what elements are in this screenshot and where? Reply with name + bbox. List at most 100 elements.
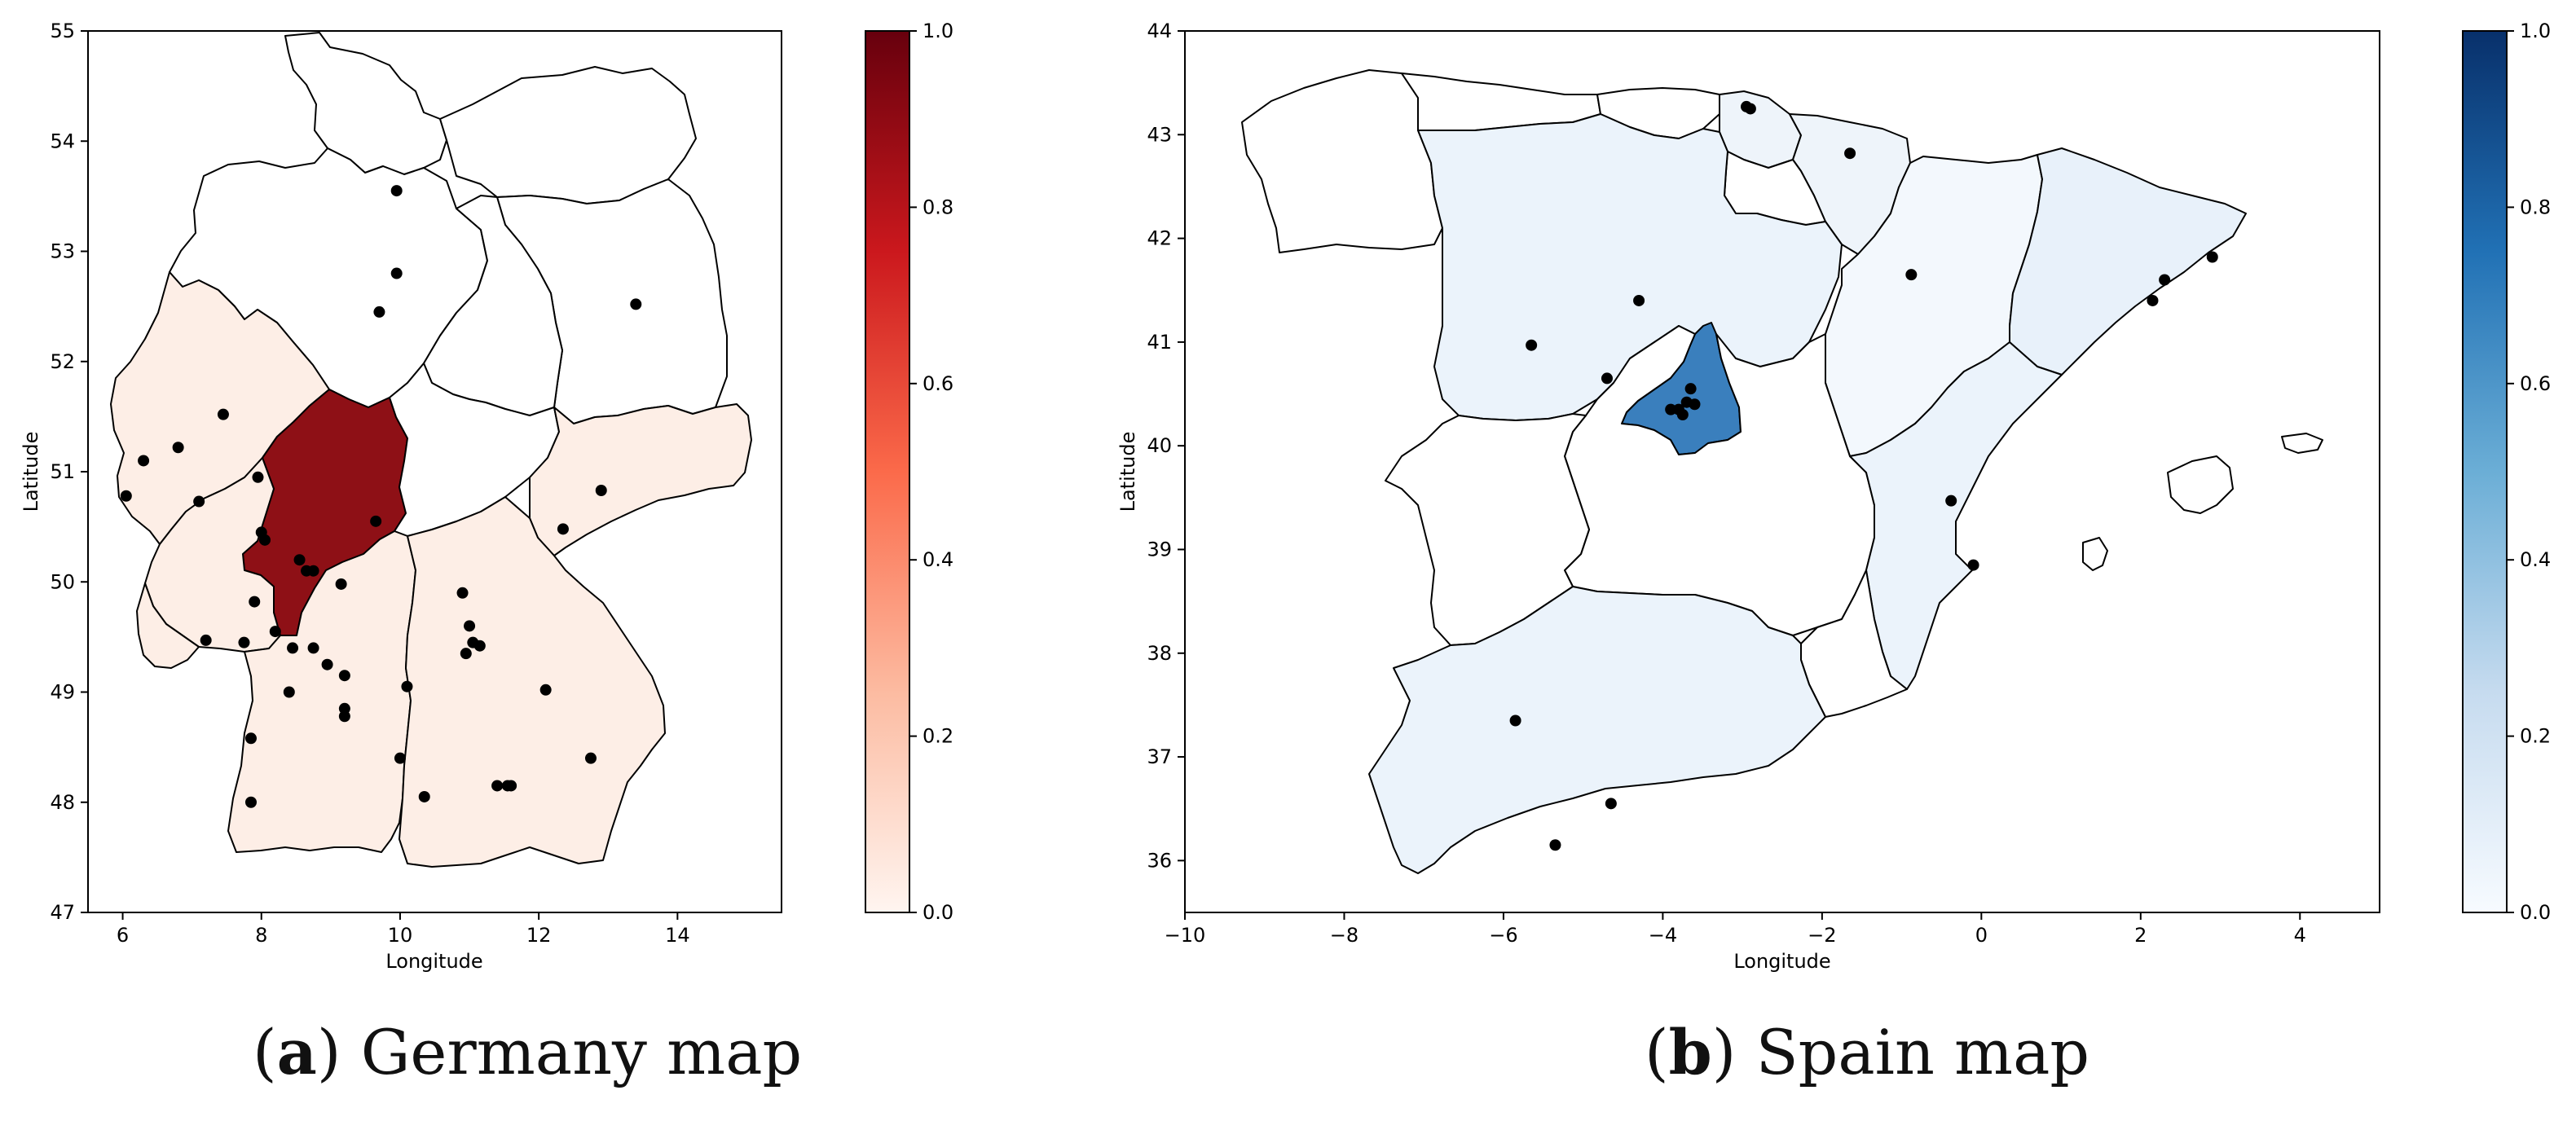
spain-x-tick-label: −2 bbox=[1808, 924, 1836, 947]
germany-data-point bbox=[244, 796, 257, 808]
germany-data-point bbox=[335, 578, 347, 590]
spain-y-tick-label: 43 bbox=[1147, 123, 1172, 146]
spain-data-point bbox=[1509, 714, 1521, 727]
germany-points bbox=[120, 185, 642, 808]
germany-caption-text: Germany map bbox=[361, 1016, 802, 1088]
germany-colorbar-ticks: 0.0 0.2 0.4 0.6 0.8 1.0 bbox=[909, 20, 953, 924]
germany-colorbar-tick-label: 0.2 bbox=[923, 725, 953, 748]
germany-y-tick-label: 53 bbox=[50, 240, 75, 263]
germany-data-point bbox=[269, 626, 281, 638]
spain-data-point bbox=[1601, 372, 1613, 385]
germany-data-point bbox=[172, 442, 184, 454]
spain-data-point bbox=[2159, 274, 2171, 286]
germany-x-tick-label: 8 bbox=[255, 924, 267, 947]
germany-data-point bbox=[557, 523, 569, 535]
germany-data-point bbox=[287, 642, 299, 654]
region-mallorca bbox=[2167, 455, 2234, 514]
germany-data-point bbox=[401, 680, 413, 692]
spain-colorbar-tick-label: 0.6 bbox=[2520, 372, 2551, 395]
spain-data-point bbox=[1689, 398, 1701, 411]
germany-caption: (a) Germany map bbox=[253, 1016, 802, 1088]
germany-data-point bbox=[373, 306, 385, 318]
germany-x-tick-label: 6 bbox=[117, 924, 129, 947]
spain-data-point bbox=[1844, 147, 1856, 160]
germany-x-tick-label: 12 bbox=[526, 924, 552, 947]
spain-y-tick-label: 44 bbox=[1147, 20, 1172, 42]
germany-data-point bbox=[370, 515, 382, 527]
germany-data-point bbox=[630, 298, 642, 310]
germany-y-ticks: 47 48 49 50 51 52 53 54 55 bbox=[50, 20, 88, 924]
spain-colorbar-ticks: 0.0 0.2 0.4 0.6 0.8 1.0 bbox=[2507, 20, 2551, 924]
spain-regions bbox=[1241, 69, 2323, 874]
germany-y-tick-label: 54 bbox=[50, 130, 75, 152]
region-andalusia bbox=[1368, 586, 1826, 874]
germany-data-point bbox=[595, 484, 607, 496]
germany-data-point bbox=[307, 642, 319, 654]
germany-data-point bbox=[193, 495, 205, 508]
germany-x-tick-label: 14 bbox=[665, 924, 690, 947]
germany-data-point bbox=[390, 185, 403, 197]
spain-colorbar-tick-label: 0.8 bbox=[2520, 196, 2551, 218]
spain-y-tick-label: 42 bbox=[1147, 227, 1172, 250]
spain-y-ticks: 36 37 38 39 40 41 42 43 44 bbox=[1147, 20, 1185, 872]
spain-data-point bbox=[1744, 103, 1756, 115]
spain-y-tick-label: 37 bbox=[1147, 745, 1172, 768]
spain-data-point bbox=[1526, 339, 1538, 351]
region-galicia bbox=[1241, 69, 1443, 253]
germany-data-point bbox=[238, 636, 250, 648]
spain-x-tick-label: −8 bbox=[1330, 924, 1358, 947]
germany-data-point bbox=[293, 554, 306, 566]
spain-data-point bbox=[1633, 294, 1645, 306]
region-menorca bbox=[2281, 433, 2323, 454]
spain-x-tick-label: −10 bbox=[1165, 924, 1206, 947]
spain-x-tick-label: −6 bbox=[1489, 924, 1517, 947]
spain-x-axis-label: Longitude bbox=[1733, 950, 1830, 973]
germany-data-point bbox=[321, 658, 333, 670]
germany-data-point bbox=[120, 490, 132, 502]
region-mecklenburg-vorpommern bbox=[439, 66, 697, 204]
germany-caption-letter: a bbox=[277, 1016, 317, 1088]
germany-data-point bbox=[491, 780, 504, 792]
spain-axes-frame bbox=[1184, 30, 2380, 913]
germany-y-axis-label: Latitude bbox=[20, 432, 42, 512]
spain-data-point bbox=[1684, 383, 1697, 395]
spain-data-point bbox=[2147, 294, 2159, 306]
spain-x-ticks: −10 −8 −6 −4 −2 0 2 4 bbox=[1165, 912, 2306, 947]
germany-colorbar-tick-label: 0.4 bbox=[923, 548, 953, 571]
spain-data-point bbox=[1945, 495, 1957, 507]
spain-colorbar-tick-label: 1.0 bbox=[2520, 20, 2551, 42]
spain-y-tick-label: 39 bbox=[1147, 538, 1172, 560]
region-catalonia bbox=[2009, 147, 2247, 376]
spain-y-tick-label: 36 bbox=[1147, 849, 1172, 872]
spain-x-tick-label: 0 bbox=[1975, 924, 1988, 947]
spain-y-tick-label: 40 bbox=[1147, 434, 1172, 457]
germany-data-point bbox=[418, 790, 430, 802]
germany-data-point bbox=[584, 752, 597, 764]
germany-colorbar-tick-label: 0.0 bbox=[923, 901, 953, 924]
spain-colorbar-tick-label: 0.4 bbox=[2520, 548, 2551, 571]
germany-data-point bbox=[460, 648, 472, 660]
spain-caption-text: Spain map bbox=[1756, 1016, 2089, 1088]
germany-data-point bbox=[249, 596, 261, 608]
spain-data-point bbox=[1665, 403, 1677, 415]
region-ibiza bbox=[2082, 537, 2108, 571]
spain-data-point bbox=[1676, 408, 1689, 420]
germany-data-point bbox=[464, 620, 476, 632]
germany-x-axis-label: Longitude bbox=[385, 950, 482, 973]
germany-data-point bbox=[283, 686, 295, 698]
spain-y-tick-label: 38 bbox=[1147, 642, 1172, 665]
germany-regions bbox=[110, 32, 752, 868]
germany-data-point bbox=[138, 455, 150, 467]
germany-data-point bbox=[200, 634, 212, 646]
spain-panel: −10 −8 −6 −4 −2 0 2 4 36 37 38 39 40 41 42 43 44 Longit… bbox=[1116, 20, 2551, 1088]
spain-colorbar-tick-label: 0.2 bbox=[2520, 725, 2551, 748]
germany-data-point bbox=[338, 670, 350, 682]
germany-data-point bbox=[394, 752, 406, 764]
germany-data-point bbox=[473, 640, 486, 652]
germany-y-tick-label: 55 bbox=[50, 20, 75, 42]
germany-data-point bbox=[244, 732, 257, 745]
spain-data-point bbox=[1605, 798, 1617, 810]
germany-y-tick-label: 48 bbox=[50, 791, 75, 814]
germany-data-point bbox=[338, 710, 350, 723]
germany-colorbar-tick-label: 0.6 bbox=[923, 372, 953, 395]
